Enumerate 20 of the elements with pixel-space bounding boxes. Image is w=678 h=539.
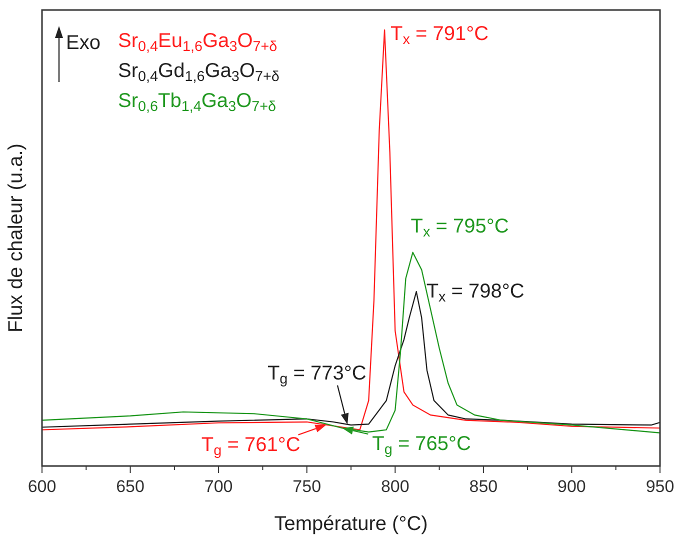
text: Sr$_{0,6}$Tb$_{1,4}$Ga$_{3}$O$_{7+δ}$ — [118, 90, 276, 115]
text: Sr$_{0,4}$Gd$_{1,6}$Ga$_{3}$O$_{7+δ}$ — [118, 60, 280, 85]
annotation: T$_{g}$ = 773°C — [267, 362, 366, 388]
x-tick-label: 750 — [292, 477, 322, 496]
annotation: T$_{x}$ = 795°C — [410, 215, 509, 240]
annotation: T$_{x}$ = 791°C — [390, 23, 489, 48]
x-axis-title: Température (°C) — [274, 513, 428, 535]
x-tick-label: 650 — [116, 477, 144, 496]
annotation: Exo — [66, 32, 100, 54]
x-tick-label: 800 — [380, 477, 410, 496]
x-tick-label: 700 — [204, 477, 233, 496]
annotation: T$_{x}$ = 798°C — [426, 280, 524, 306]
annotation: T$_{g}$ = 765°C — [372, 433, 472, 458]
annotation: T$_{g}$ = 761°C — [201, 434, 300, 459]
y-axis-title: Flux de chaleur (u.a.) — [5, 144, 27, 332]
x-tick-label: 600 — [28, 477, 56, 496]
text: Sr$_{0,4}$Eu$_{1,6}$Ga$_{3}$O$_{7+δ}$ — [118, 30, 278, 55]
x-tick-label: 950 — [646, 477, 674, 496]
x-tick-label: 900 — [558, 477, 586, 496]
x-tick-label: 850 — [469, 477, 498, 496]
